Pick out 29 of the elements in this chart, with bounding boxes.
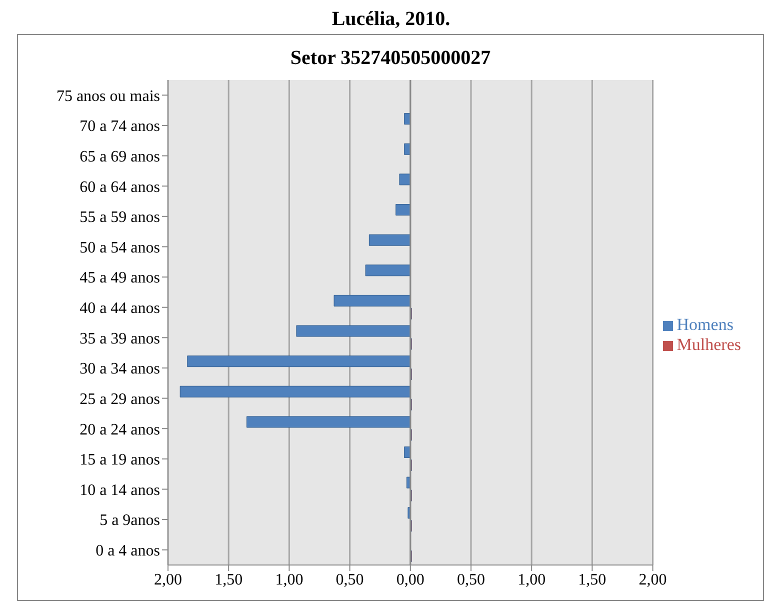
y-tick-label: 45 a 49 anos bbox=[80, 270, 160, 287]
y-tick-label: 5 a 9anos bbox=[100, 512, 160, 530]
x-tick-label: 1,50 bbox=[214, 571, 243, 588]
legend-label: Mulheres bbox=[676, 335, 741, 354]
y-tick-label: 10 a 14 anos bbox=[80, 482, 160, 499]
y-tick-label: 75 anos ou mais bbox=[56, 88, 160, 105]
y-tick-label: 70 a 74 anos bbox=[80, 118, 160, 136]
y-tick-label: 50 a 54 anos bbox=[80, 239, 160, 256]
y-tick-label: 25 a 29 anos bbox=[80, 390, 160, 408]
x-tick-label: 1,00 bbox=[275, 571, 304, 588]
legend-label: Homens bbox=[676, 315, 734, 334]
y-tick-label: 60 a 64 anos bbox=[80, 178, 160, 196]
x-tick-label: 1,00 bbox=[518, 571, 546, 588]
y-tick-label: 65 a 69 anos bbox=[80, 148, 160, 166]
y-tick-label: 0 a 4 anos bbox=[96, 542, 160, 560]
y-tick-label: 55 a 59 anos bbox=[80, 209, 160, 226]
x-tick-label: 1,50 bbox=[578, 571, 606, 588]
x-tick-label: 0,00 bbox=[396, 571, 424, 588]
y-tick-label: 40 a 44 anos bbox=[80, 300, 160, 318]
x-tick-label: 0,50 bbox=[456, 571, 485, 588]
x-tick-label: 0,50 bbox=[336, 571, 364, 588]
y-tick-label: 35 a 39 anos bbox=[80, 330, 160, 348]
x-tick-label: 2,00 bbox=[638, 571, 667, 588]
y-tick-label: 15 a 19 anos bbox=[80, 452, 160, 469]
y-tick-label: 20 a 24 anos bbox=[80, 421, 160, 438]
chart-subtitle: Setor 352740505000027 bbox=[289, 47, 492, 70]
x-tick-label: 2,00 bbox=[154, 571, 182, 588]
y-tick-label: 30 a 34 anos bbox=[80, 360, 160, 378]
chart-title: Lucélia, 2010. bbox=[330, 8, 452, 32]
